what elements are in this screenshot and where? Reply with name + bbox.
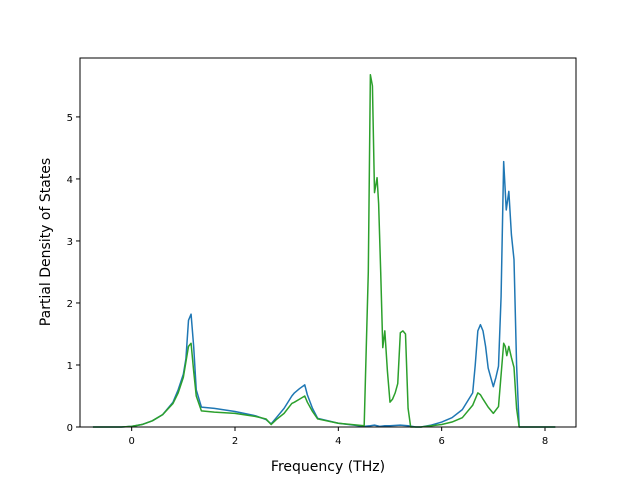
y-tick-label: 1: [67, 361, 73, 372]
y-tick-label: 2: [67, 299, 73, 310]
x-tick-label: 0: [128, 436, 134, 447]
x-tick-label: 8: [542, 436, 548, 447]
x-axis-label: Frequency (THz): [271, 459, 385, 475]
axis-ticks: 0 2 4 6 8 0 1 2 3 4 5: [67, 113, 549, 447]
plot-frame: [79, 57, 577, 428]
y-tick-label: 0: [67, 423, 73, 434]
x-tick-label: 4: [335, 436, 341, 447]
series-line-1: [92, 160, 556, 428]
x-tick-label: 2: [232, 436, 238, 447]
y-tick-label: 5: [67, 113, 73, 124]
y-tick-label: 4: [67, 175, 73, 186]
y-axis-label: Partial Density of States: [38, 158, 54, 326]
y-tick-label: 3: [67, 237, 73, 248]
x-tick-label: 6: [438, 436, 444, 447]
series-line-2: [92, 73, 556, 428]
series-layer: [92, 73, 556, 428]
